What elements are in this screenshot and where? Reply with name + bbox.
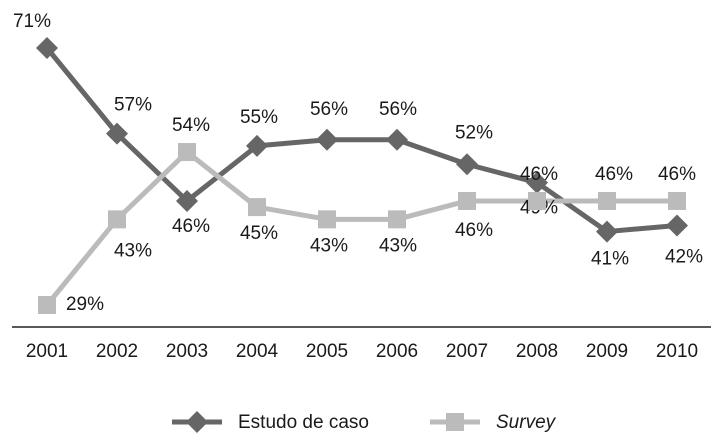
x-tick-label: 2001 xyxy=(26,341,68,362)
x-tick-label: 2008 xyxy=(516,341,558,362)
series-line xyxy=(45,46,678,235)
legend-label: Survey xyxy=(496,412,557,433)
data-label: 71% xyxy=(13,11,51,32)
data-label: 29% xyxy=(66,294,104,315)
marker xyxy=(386,128,408,151)
data-label: 54% xyxy=(172,115,210,136)
marker xyxy=(666,214,688,237)
x-tick-label: 2010 xyxy=(656,341,698,362)
data-label: 43% xyxy=(310,235,348,256)
x-tick-label: 2002 xyxy=(96,341,138,362)
data-label: 43% xyxy=(114,240,152,261)
data-label: 46% xyxy=(595,164,633,185)
marker xyxy=(668,191,686,210)
x-tick-label: 2007 xyxy=(446,341,488,362)
marker xyxy=(36,37,58,59)
data-label: 56% xyxy=(310,99,348,120)
marker xyxy=(38,296,56,314)
data-label: 52% xyxy=(455,122,493,143)
x-tick-label: 2005 xyxy=(306,341,348,362)
marker xyxy=(456,153,478,176)
marker xyxy=(316,128,338,151)
marker xyxy=(176,189,198,212)
marker xyxy=(526,171,548,194)
data-label: 46% xyxy=(455,220,493,241)
data-label: 56% xyxy=(379,99,417,120)
legend-label: Estudo de caso xyxy=(238,412,369,433)
marker xyxy=(596,220,618,243)
marker xyxy=(598,191,616,210)
marker xyxy=(318,210,336,229)
marker xyxy=(178,143,196,162)
marker xyxy=(108,210,126,229)
marker xyxy=(248,198,266,217)
data-label: 43% xyxy=(379,235,417,256)
x-tick-label: 2004 xyxy=(236,341,279,362)
data-label: 57% xyxy=(114,95,152,116)
marker xyxy=(106,122,128,145)
marker xyxy=(388,210,406,229)
data-label: 41% xyxy=(591,249,629,270)
data-label: 55% xyxy=(240,107,278,128)
series-line xyxy=(45,149,677,307)
data-label: 46% xyxy=(172,216,210,237)
marker xyxy=(528,191,546,210)
marker xyxy=(458,191,476,210)
x-tick-label: 2003 xyxy=(166,341,208,362)
x-tick-label: 2006 xyxy=(376,341,418,362)
x-tick-label: 2009 xyxy=(586,341,628,362)
data-label: 45% xyxy=(240,223,278,244)
marker xyxy=(246,134,268,157)
legend-marker xyxy=(186,411,208,433)
data-label: 46% xyxy=(520,164,558,185)
data-label: 42% xyxy=(665,246,703,267)
data-label: 46% xyxy=(658,164,696,185)
legend-marker xyxy=(446,413,464,431)
